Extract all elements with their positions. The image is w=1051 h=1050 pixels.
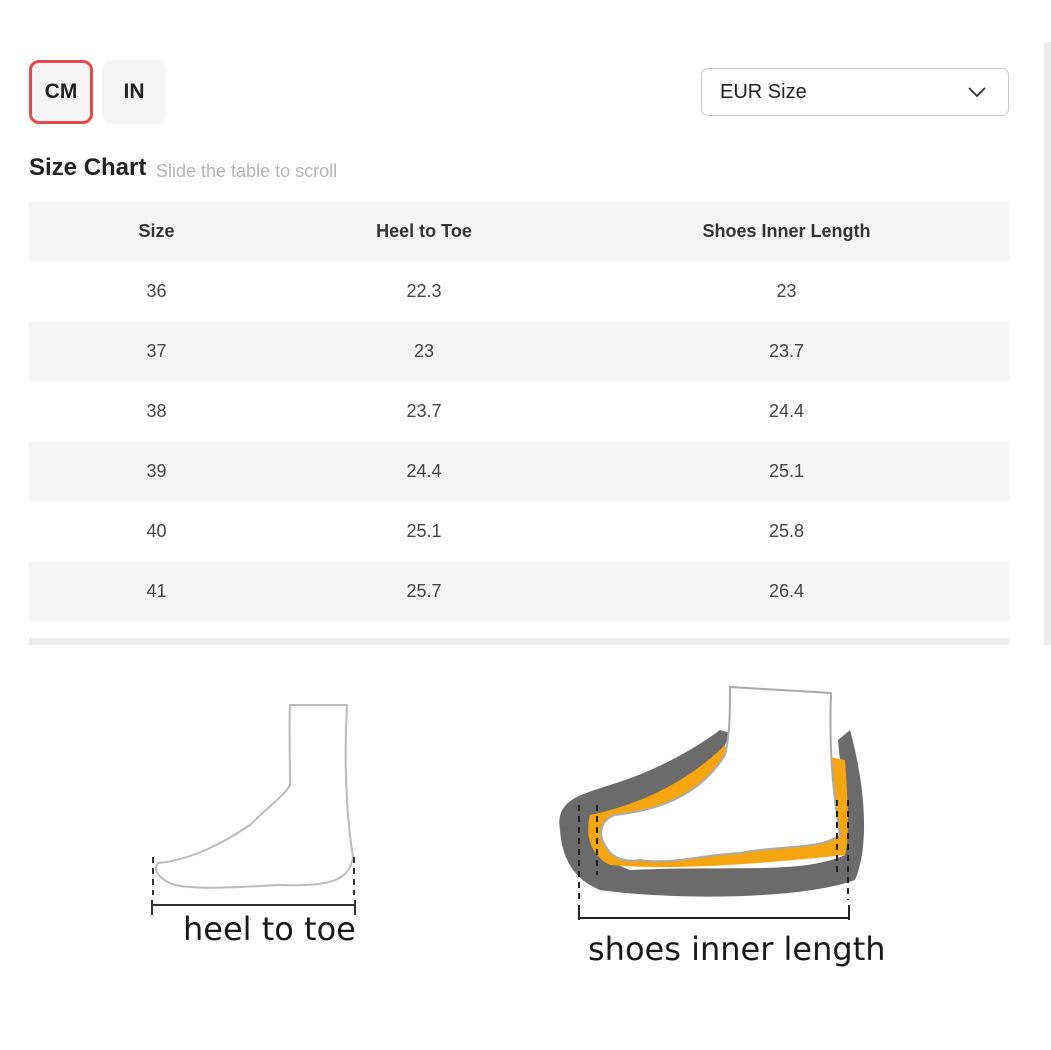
- cell-heel-to-toe: 25.1: [406, 520, 442, 541]
- table-row: 38 23.7 24.4: [29, 381, 1009, 441]
- size-system-value: EUR Size: [720, 80, 807, 103]
- chevron-down-icon: [968, 87, 986, 98]
- table-header-row: Size Heel to Toe Shoes Inner Length: [29, 201, 1009, 261]
- size-chart-title: Size Chart: [29, 154, 147, 181]
- table-row: 40 25.1 25.8: [29, 501, 1009, 561]
- size-table[interactable]: Size Heel to Toe Shoes Inner Length 36 22…: [29, 201, 1009, 621]
- shoes-inner-length-label: shoes inner length: [588, 930, 886, 968]
- heel-to-toe-label: heel to toe: [183, 910, 356, 948]
- table-horizontal-scrollbar[interactable]: [29, 638, 1009, 645]
- cell-size: 36: [146, 280, 167, 301]
- page-vertical-scrollbar[interactable]: [1044, 42, 1051, 645]
- cell-inner-length: 26.4: [564, 561, 1009, 621]
- table-row: 39 24.4 25.1: [29, 441, 1009, 501]
- cell-heel-to-toe: 23: [284, 321, 564, 381]
- unit-cm-button[interactable]: CM: [29, 60, 93, 124]
- table-row: 37 23 23.7: [29, 321, 1009, 381]
- cell-size: 40: [146, 520, 167, 541]
- heel-to-toe-illustration: [151, 704, 356, 915]
- cell-inner-length: 25.1: [564, 441, 1009, 501]
- cell-inner-length: 25.8: [768, 520, 805, 541]
- table-row: 36 22.3 23: [29, 261, 1009, 321]
- header-size: Size: [29, 201, 284, 261]
- header-inner-length: Shoes Inner Length: [564, 201, 1009, 261]
- header-heel-to-toe: Heel to Toe: [284, 201, 564, 261]
- cell-inner-length: 23: [776, 280, 797, 301]
- cell-heel-to-toe: 25.7: [284, 561, 564, 621]
- cell-inner-length: 23.7: [564, 321, 1009, 381]
- scroll-hint: Slide the table to scroll: [156, 161, 338, 181]
- cell-size: 38: [146, 400, 167, 421]
- unit-in-button[interactable]: IN: [102, 60, 166, 124]
- cell-heel-to-toe: 23.7: [406, 400, 442, 421]
- shoes-inner-length-illustration: [559, 685, 865, 920]
- cell-inner-length: 24.4: [768, 400, 805, 421]
- table-row: 41 25.7 26.4: [29, 561, 1009, 621]
- cell-size: 37: [29, 321, 284, 381]
- cell-size: 41: [29, 561, 284, 621]
- cell-heel-to-toe: 24.4: [284, 441, 564, 501]
- size-system-dropdown[interactable]: EUR Size: [701, 68, 1009, 116]
- cell-heel-to-toe: 22.3: [406, 280, 442, 301]
- cell-size: 39: [29, 441, 284, 501]
